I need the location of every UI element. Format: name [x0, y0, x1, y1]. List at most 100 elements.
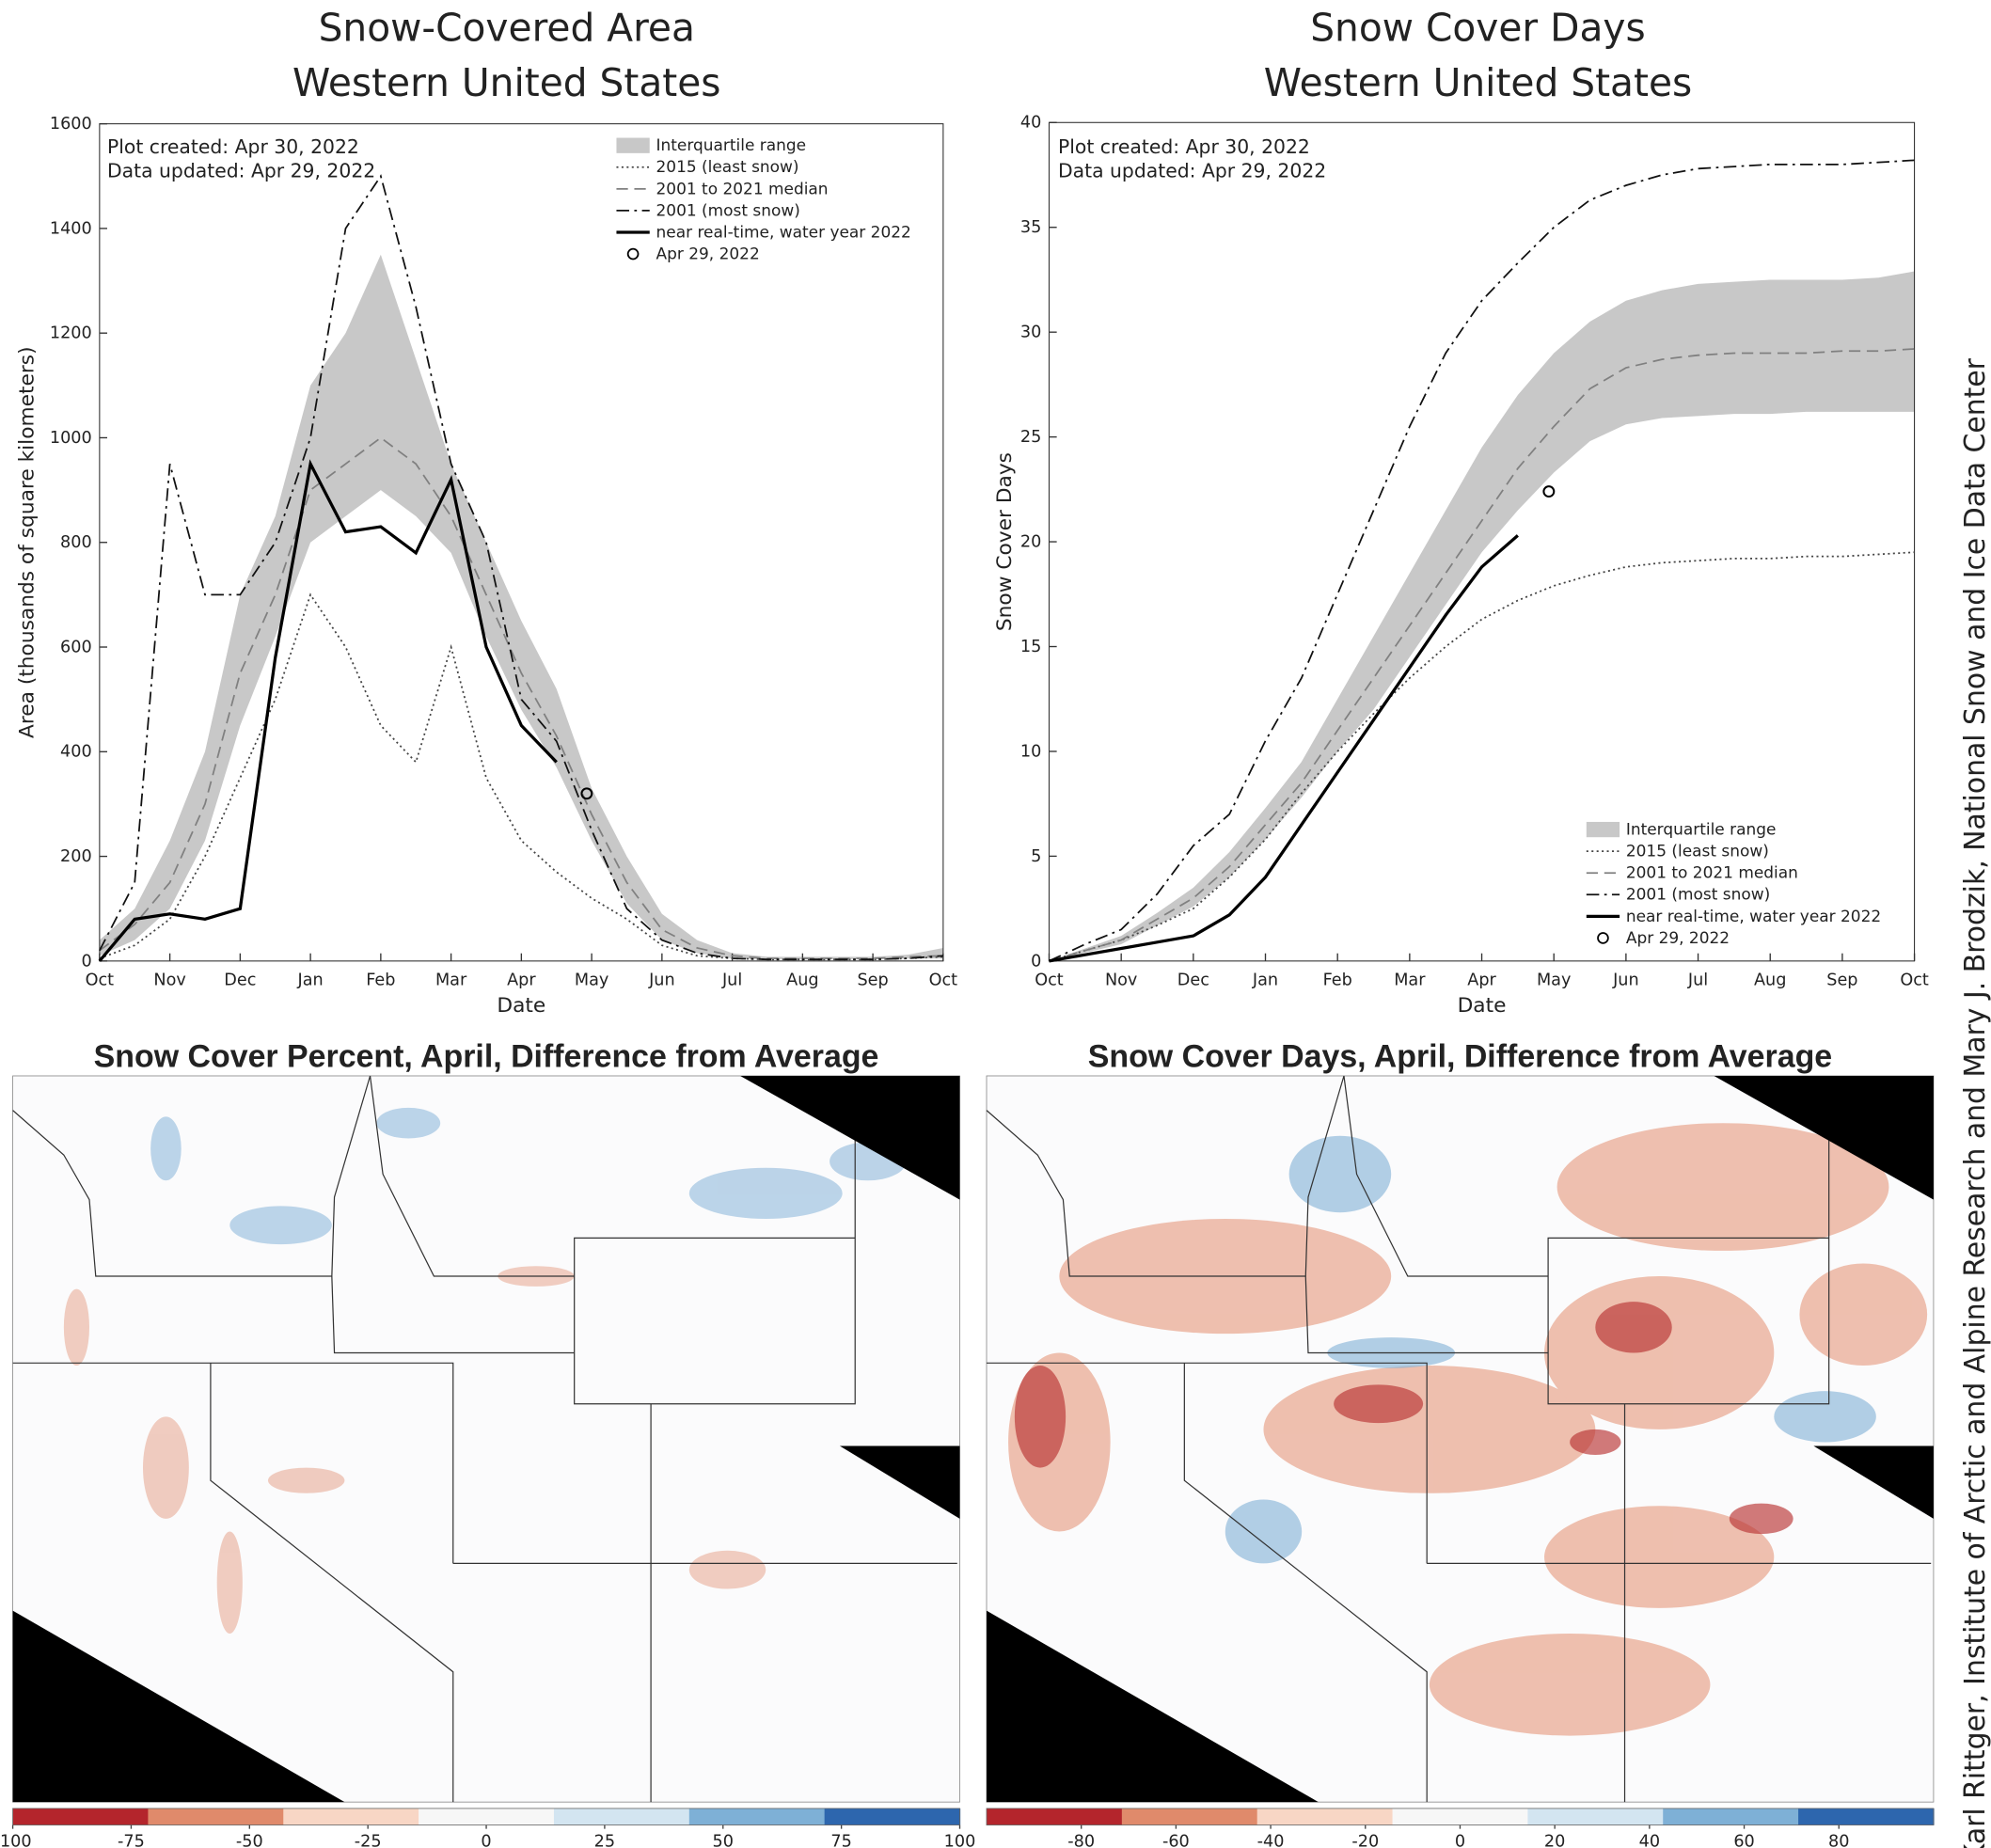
- x-axis-label: Date: [1458, 994, 1507, 1018]
- chart-title: Snow-Covered Area: [319, 5, 695, 50]
- x-tick-label: Jun: [1612, 971, 1639, 990]
- interquartile-band: [99, 254, 943, 960]
- x-tick-label: Sep: [1826, 971, 1857, 990]
- y-axis-label: Area (thousands of square kilometers): [15, 346, 39, 738]
- legend-label: near real-time, water year 2022: [1626, 907, 1881, 925]
- x-tick-label: Jul: [721, 971, 742, 990]
- series-line: [1049, 551, 1915, 962]
- legend-label: 2015 (least snow): [1626, 842, 1769, 861]
- legend-label: Apr 29, 2022: [656, 244, 760, 262]
- legend-swatch: [616, 137, 650, 153]
- colorbar-bin: [1256, 1808, 1394, 1825]
- colorbar-tick-label: -25: [355, 1833, 382, 1848]
- legend-label: near real-time, water year 2022: [656, 222, 911, 241]
- x-tick-label: Oct: [1900, 971, 1929, 990]
- colorbar-bin: [688, 1808, 826, 1825]
- legend-label: Apr 29, 2022: [1626, 928, 1730, 947]
- y-tick-label: 35: [1020, 218, 1041, 237]
- colorbar-tick-label: 20: [1544, 1833, 1565, 1848]
- legend-marker: [626, 247, 640, 261]
- x-tick-label: Mar: [1394, 971, 1426, 990]
- colorbar-tick-label: -50: [236, 1833, 263, 1848]
- legend-label: 2001 to 2021 median: [1626, 863, 1798, 882]
- legend-label: 2001 (most snow): [656, 200, 800, 219]
- map-title: Snow Cover Percent, April, Difference fr…: [94, 1038, 879, 1074]
- x-tick-label: May: [1537, 971, 1571, 990]
- y-tick-label: 0: [81, 952, 91, 971]
- legend-label: 2015 (least snow): [656, 157, 799, 176]
- x-axis-label: Date: [497, 994, 545, 1018]
- latest-marker: [580, 787, 593, 800]
- x-tick-label: Mar: [435, 971, 467, 990]
- x-tick-label: Oct: [1035, 971, 1064, 990]
- chart-subtitle: Western United States: [292, 60, 720, 105]
- colorbar-tick-label: 40: [1639, 1833, 1660, 1848]
- x-tick-label: Jan: [1252, 971, 1278, 990]
- colorbar-bin: [987, 1808, 1123, 1825]
- annotation: Data updated: Apr 29, 2022: [1058, 160, 1326, 182]
- colorbar-tick-label: -80: [1067, 1833, 1095, 1848]
- chart-subtitle: Western United States: [1264, 60, 1693, 105]
- legend-marker: [1597, 932, 1609, 944]
- legend-label: Interquartile range: [1626, 820, 1777, 839]
- colorbar-tick-label: 25: [594, 1833, 615, 1848]
- x-tick-label: Jan: [297, 971, 324, 990]
- colorbar-tick-label: 0: [1455, 1833, 1465, 1848]
- x-tick-label: Dec: [1177, 971, 1209, 990]
- x-tick-label: May: [575, 971, 608, 990]
- x-tick-label: Oct: [86, 971, 115, 990]
- x-tick-label: Apr: [1467, 971, 1496, 990]
- x-tick-label: Dec: [224, 971, 256, 990]
- series-line: [1049, 348, 1915, 962]
- y-tick-label: 1400: [50, 219, 92, 238]
- y-tick-label: 400: [60, 743, 92, 762]
- colorbar-bin: [1798, 1808, 1935, 1825]
- x-tick-label: Jul: [1687, 971, 1708, 990]
- colorbar-tick-label: 80: [1828, 1833, 1849, 1848]
- colorbar-bin: [1392, 1808, 1529, 1825]
- colorbar-tick-label: -100: [0, 1833, 32, 1848]
- y-tick-label: 1600: [50, 115, 92, 134]
- colorbar-bin: [419, 1808, 555, 1825]
- y-tick-label: 30: [1020, 324, 1041, 342]
- y-tick-label: 800: [60, 533, 92, 552]
- colorbar-tick-label: -75: [118, 1833, 145, 1848]
- y-tick-label: 40: [1020, 114, 1041, 133]
- annotation: Plot created: Apr 30, 2022: [107, 135, 359, 158]
- colorbar-tick-label: 0: [481, 1833, 491, 1848]
- colorbar-bin: [1121, 1808, 1258, 1825]
- x-tick-label: Oct: [929, 971, 958, 990]
- x-tick-label: Sep: [857, 971, 888, 990]
- y-tick-label: 0: [1031, 952, 1041, 971]
- x-tick-label: Apr: [507, 971, 536, 990]
- series-line: [99, 436, 943, 959]
- chart-title: Snow Cover Days: [1310, 5, 1645, 50]
- credit: Karl Rittger, Institute of Arctic and Al…: [1959, 357, 1991, 1848]
- legend-label: 2001 to 2021 median: [656, 179, 829, 197]
- x-tick-label: Feb: [1323, 971, 1352, 990]
- colorbar-bin: [553, 1808, 690, 1825]
- x-tick-label: Aug: [786, 971, 818, 990]
- map-art: [986, 1075, 1935, 1803]
- y-tick-label: 15: [1020, 638, 1041, 656]
- colorbar-bin: [283, 1808, 419, 1825]
- colorbar-tick-label: -20: [1351, 1833, 1379, 1848]
- y-tick-label: 25: [1020, 428, 1041, 447]
- legend-label: 2001 (most snow): [1626, 885, 1770, 904]
- colorbar-tick-label: 50: [713, 1833, 734, 1848]
- y-axis-label: Snow Cover Days: [993, 452, 1017, 631]
- x-tick-label: Nov: [1105, 971, 1137, 990]
- series-line: [99, 174, 943, 961]
- colorbar-tick-label: 75: [830, 1833, 851, 1848]
- x-tick-label: Aug: [1754, 971, 1786, 990]
- colorbar-bin: [1527, 1808, 1664, 1825]
- colorbar-tick-label: 100: [944, 1833, 976, 1848]
- annotation: Data updated: Apr 29, 2022: [107, 160, 375, 182]
- series-line: [98, 459, 558, 962]
- y-tick-label: 600: [60, 638, 92, 656]
- colorbar-tick-label: -60: [1162, 1833, 1190, 1848]
- colorbar-bin: [1663, 1808, 1799, 1825]
- series-line: [1049, 534, 1519, 963]
- legend-label: Interquartile range: [656, 135, 807, 154]
- legend-swatch: [1586, 821, 1620, 838]
